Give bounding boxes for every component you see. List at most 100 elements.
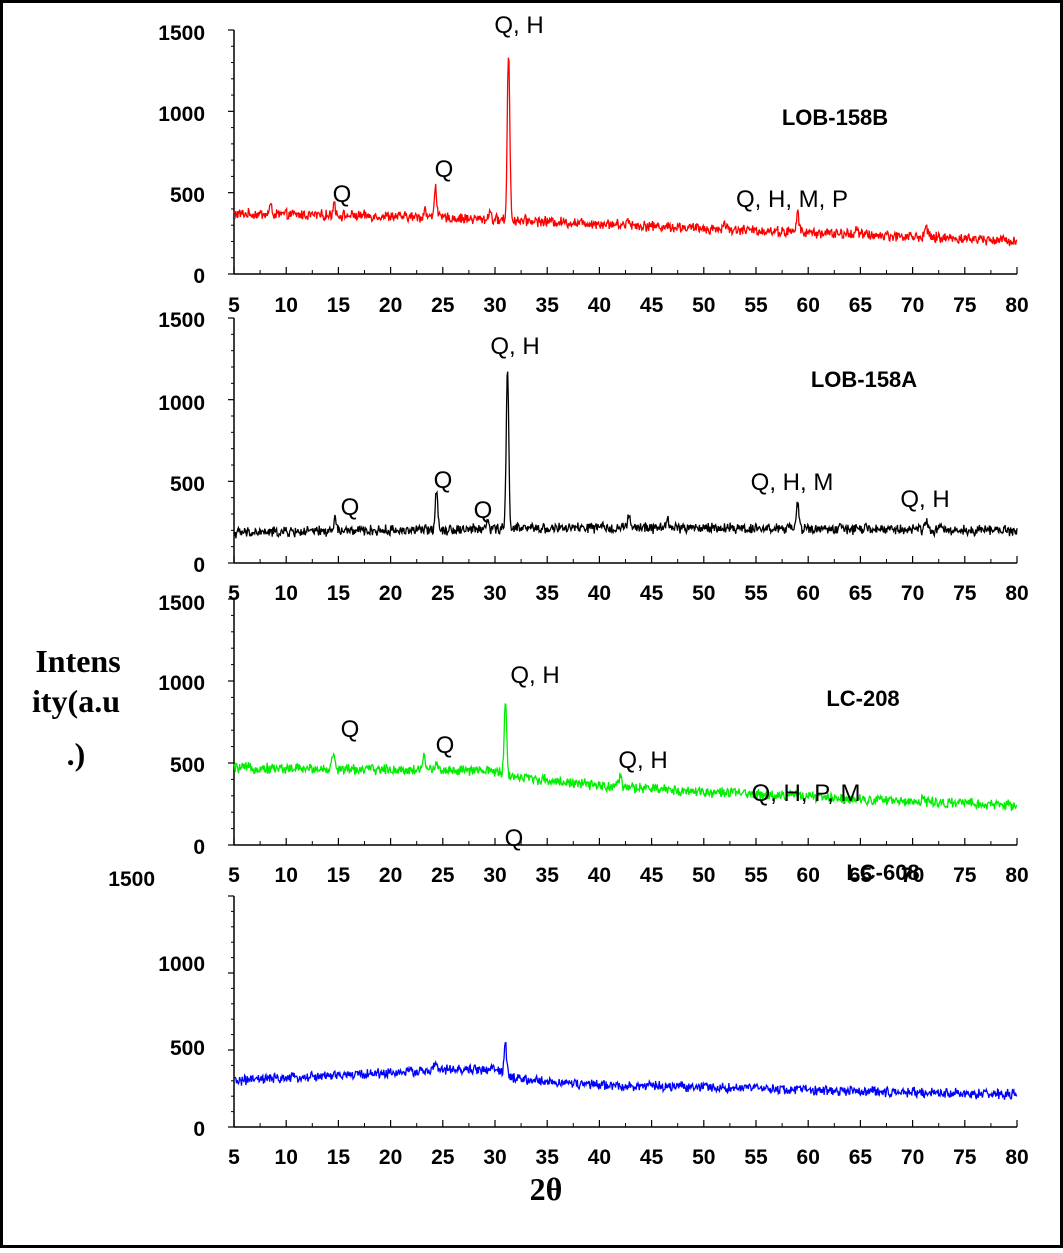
x-tick-label: 80 [1005, 294, 1028, 317]
peak-annotation: Q [436, 732, 455, 759]
x-tick-label: 20 [379, 582, 402, 605]
peak-annotation: Q, H [510, 662, 559, 689]
peak-annotation: Q [435, 156, 454, 183]
x-tick-label: 70 [901, 582, 924, 605]
x-tick-label: 5 [228, 294, 240, 317]
x-tick-label: 20 [379, 864, 402, 887]
y-tick-label: 1000 [158, 392, 205, 415]
x-tick-label: 35 [536, 1146, 560, 1169]
x-tick-label: 50 [692, 582, 715, 605]
x-tick-label: 25 [431, 294, 455, 317]
y-axis-label-line-1: Intens [35, 643, 120, 679]
x-tick-label: 25 [431, 1146, 455, 1169]
x-tick-label: 20 [379, 1146, 402, 1169]
x-tick-label: 10 [275, 582, 298, 605]
peak-annotation: Q, H [618, 747, 667, 774]
y-tick-label: 1500 [158, 22, 205, 45]
peak-annotation: Q [474, 497, 493, 524]
peak-annotation: Q [341, 716, 360, 743]
chart-panel-1: 5 10 15 20 25 30 35 40 45 50 55 60 65 70 75 80 0 500 1000 1… [158, 12, 1028, 317]
x-tick-label: 65 [849, 582, 873, 605]
y-axis-label-line-3: .) [67, 736, 86, 772]
x-tick-label: 80 [1005, 582, 1028, 605]
x-tick-label: 35 [536, 582, 560, 605]
x-tick-label: 75 [953, 582, 977, 605]
x-tick-label: 60 [797, 582, 820, 605]
spectrum-trace [234, 1041, 1018, 1100]
peak-annotation: Q, H [900, 486, 949, 513]
x-tick-label: 10 [275, 864, 298, 887]
y-axis-label-line-2: ity(a.u [32, 683, 120, 719]
sample-label: LOB-158A [811, 367, 917, 392]
x-tick-label: 40 [588, 294, 611, 317]
spectrum-trace [233, 57, 1018, 247]
sample-label: LC-608 [846, 860, 919, 885]
y-tick-label: 0 [193, 554, 205, 577]
chart-panel-4: 5 10 15 20 25 30 35 40 45 50 55 60 65 70 75 80050010001… [108, 780, 1028, 1169]
x-tick-label: 45 [640, 864, 664, 887]
y-tick-label: 500 [170, 1037, 205, 1060]
peak-annotation: Q, H, M [751, 469, 834, 496]
x-tick-label: 60 [797, 1146, 820, 1169]
x-tick-label: 55 [744, 864, 768, 887]
x-tick-label: 15 [327, 582, 351, 605]
y-tick-label: 500 [170, 473, 205, 496]
x-tick-label: 60 [797, 864, 820, 887]
y-tick-label: 1000 [158, 103, 205, 126]
x-tick-label: 75 [953, 864, 977, 887]
x-tick-label: 35 [536, 864, 560, 887]
x-tick-label: 20 [379, 294, 402, 317]
x-tick-label: 30 [483, 582, 506, 605]
x-tick-label: 50 [692, 864, 715, 887]
x-tick-label: 55 [744, 1146, 768, 1169]
x-tick-label: 65 [849, 864, 873, 887]
x-tick-label: 50 [692, 1146, 715, 1169]
x-tick-label: 40 [588, 582, 611, 605]
x-tick-label: 70 [901, 864, 924, 887]
x-tick-label: 75 [953, 1146, 977, 1169]
x-tick-label: 30 [483, 864, 506, 887]
spectrum-trace [233, 371, 1018, 539]
peak-annotation: Q, H, M, P [736, 186, 848, 213]
x-tick-label: 65 [849, 1146, 873, 1169]
x-tick-label: 25 [431, 864, 455, 887]
y-tick-label: 0 [193, 1118, 205, 1141]
x-tick-label: 15 [327, 1146, 351, 1169]
x-tick-label: 40 [588, 864, 611, 887]
x-axis-label: 2θ [530, 1171, 563, 1207]
peak-annotation: Q, H, P, M [752, 780, 861, 807]
y-tick-label: 500 [170, 754, 205, 777]
x-tick-label: 70 [901, 1146, 924, 1169]
x-tick-label: 65 [849, 294, 873, 317]
peak-annotation: Q [341, 494, 360, 521]
y-tick-label: 1500 [158, 592, 205, 615]
peak-annotation: Q [505, 825, 524, 852]
x-tick-label: 5 [228, 864, 240, 887]
x-tick-label: 10 [275, 1146, 298, 1169]
peak-annotation: Q [333, 181, 352, 208]
x-tick-label: 40 [588, 1146, 611, 1169]
x-tick-label: 45 [640, 294, 664, 317]
x-tick-label: 15 [327, 294, 351, 317]
x-tick-label: 60 [797, 294, 820, 317]
y-tick-label: 1500 [158, 309, 205, 332]
x-tick-label: 15 [327, 864, 351, 887]
y-tick-label: 1500 [108, 868, 155, 891]
x-tick-label: 30 [483, 1146, 506, 1169]
x-tick-label: 55 [744, 582, 768, 605]
sample-label: LC-208 [826, 686, 899, 711]
spectrum-trace [233, 703, 1018, 811]
peak-annotation: Q, H [494, 12, 543, 39]
peak-annotation: Q, H [490, 333, 539, 360]
y-tick-label: 0 [193, 836, 205, 859]
x-tick-label: 50 [692, 294, 715, 317]
x-tick-label: 80 [1005, 864, 1028, 887]
x-tick-label: 70 [901, 294, 924, 317]
x-tick-label: 25 [431, 582, 455, 605]
x-tick-label: 45 [640, 1146, 664, 1169]
sample-label: LOB-158B [782, 105, 888, 130]
x-tick-label: 30 [483, 294, 506, 317]
